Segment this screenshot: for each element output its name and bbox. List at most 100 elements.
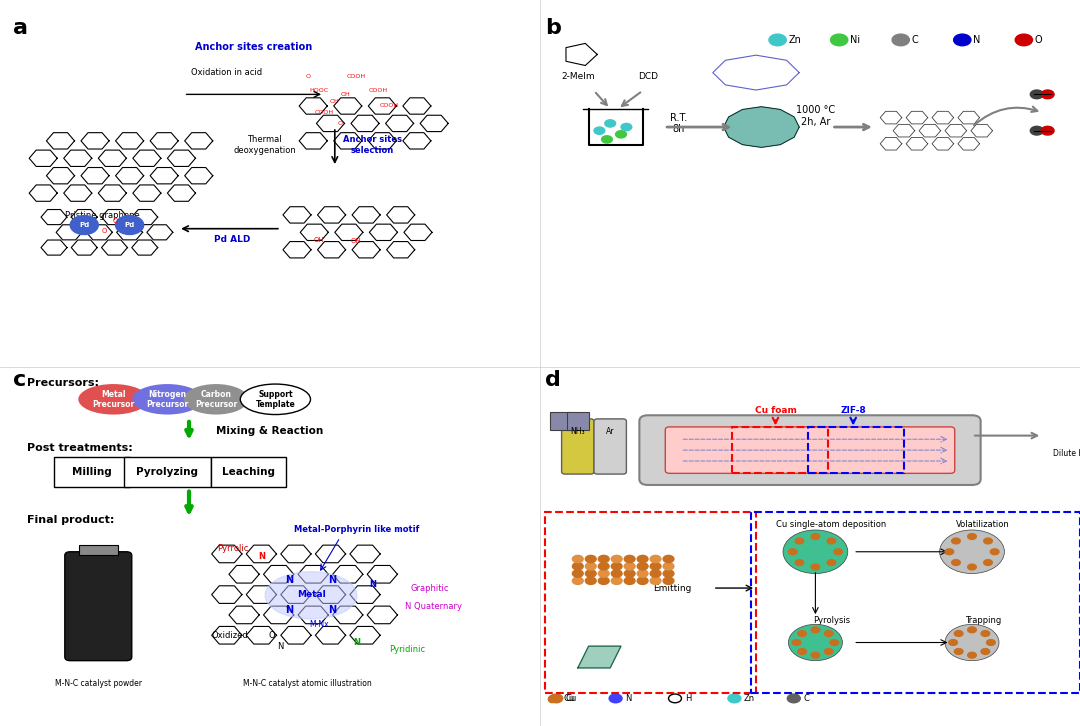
FancyBboxPatch shape	[65, 552, 132, 661]
Circle shape	[669, 694, 681, 703]
Circle shape	[827, 560, 836, 566]
Text: Anchor sites creation: Anchor sites creation	[195, 42, 312, 52]
Text: OH: OH	[313, 237, 324, 242]
Text: N: N	[285, 575, 294, 585]
Ellipse shape	[78, 384, 149, 415]
Text: Oxidized: Oxidized	[212, 631, 248, 640]
Circle shape	[616, 131, 626, 138]
Circle shape	[798, 648, 807, 654]
Text: R.T.
8h: R.T. 8h	[670, 113, 687, 134]
Text: Pyrolyzing: Pyrolyzing	[136, 467, 199, 477]
Ellipse shape	[184, 384, 248, 415]
Circle shape	[951, 560, 960, 566]
Text: 2-MeIm: 2-MeIm	[561, 72, 595, 81]
Circle shape	[968, 627, 976, 632]
Circle shape	[788, 549, 797, 555]
Text: ●: ●	[545, 693, 556, 703]
Circle shape	[1015, 34, 1032, 46]
Text: ZIF-8: ZIF-8	[840, 407, 866, 415]
Text: Pyrolysis: Pyrolysis	[813, 616, 850, 625]
Text: N: N	[328, 575, 337, 585]
Circle shape	[955, 648, 963, 654]
Circle shape	[650, 577, 661, 584]
Circle shape	[892, 34, 909, 46]
Circle shape	[624, 563, 635, 570]
Circle shape	[585, 563, 596, 570]
Circle shape	[831, 34, 848, 46]
Text: Metal-Porphyrin like motif: Metal-Porphyrin like motif	[294, 526, 419, 534]
Circle shape	[987, 640, 996, 645]
Circle shape	[611, 570, 622, 577]
Circle shape	[811, 652, 820, 658]
Text: O: O	[1035, 35, 1042, 45]
Circle shape	[663, 570, 674, 577]
Text: Volatilization: Volatilization	[956, 520, 1010, 529]
Text: M-N-C catalyst atomic illustration: M-N-C catalyst atomic illustration	[243, 679, 373, 688]
Circle shape	[621, 123, 632, 131]
Text: Milling: Milling	[72, 467, 111, 477]
Text: Zn: Zn	[788, 35, 801, 45]
Circle shape	[585, 555, 596, 563]
Text: Anchor sites
selection: Anchor sites selection	[343, 136, 402, 155]
Text: Thermal
deoxygenation: Thermal deoxygenation	[233, 136, 296, 155]
Text: COOH: COOH	[368, 89, 388, 93]
Circle shape	[572, 570, 583, 577]
Text: OH: OH	[351, 238, 362, 244]
Circle shape	[788, 624, 842, 661]
Circle shape	[637, 570, 648, 577]
Circle shape	[951, 538, 960, 544]
Text: Metal: Metal	[297, 590, 325, 599]
Circle shape	[968, 534, 976, 539]
Ellipse shape	[240, 384, 311, 415]
Text: Cu single-atom deposition: Cu single-atom deposition	[777, 520, 887, 529]
Circle shape	[550, 694, 563, 703]
Circle shape	[116, 216, 144, 234]
Text: b: b	[545, 18, 562, 38]
Text: a: a	[13, 18, 28, 38]
Circle shape	[650, 555, 661, 563]
Circle shape	[624, 577, 635, 584]
Circle shape	[787, 694, 800, 703]
Circle shape	[940, 530, 1004, 574]
Text: Precursors:: Precursors:	[27, 378, 99, 388]
FancyBboxPatch shape	[54, 457, 130, 487]
Text: OH: OH	[329, 99, 340, 104]
Circle shape	[609, 694, 622, 703]
Circle shape	[1041, 126, 1054, 135]
Circle shape	[954, 34, 971, 46]
Circle shape	[783, 530, 848, 574]
Circle shape	[968, 652, 976, 658]
Circle shape	[990, 549, 999, 555]
Circle shape	[811, 534, 820, 539]
Text: Pd: Pd	[79, 222, 90, 228]
Circle shape	[598, 555, 609, 563]
Circle shape	[585, 577, 596, 584]
Text: Mixing & Reaction: Mixing & Reaction	[216, 425, 323, 436]
Text: Cu foam: Cu foam	[755, 407, 796, 415]
Circle shape	[598, 577, 609, 584]
FancyBboxPatch shape	[567, 412, 589, 430]
Text: Metal
Precursor: Metal Precursor	[92, 390, 135, 409]
Text: O: O	[306, 74, 310, 78]
Circle shape	[624, 570, 635, 577]
Circle shape	[637, 577, 648, 584]
Text: Oxidation in acid: Oxidation in acid	[191, 68, 262, 77]
Circle shape	[598, 563, 609, 570]
Text: Nitrogen
Precursor: Nitrogen Precursor	[146, 390, 189, 409]
Text: Dilute H₂SO₄: Dilute H₂SO₄	[1053, 449, 1080, 458]
Text: O: O	[338, 121, 342, 126]
Circle shape	[572, 577, 583, 584]
Text: Ar: Ar	[606, 428, 615, 436]
Text: DCD: DCD	[638, 72, 658, 81]
Text: N Quaternary: N Quaternary	[405, 602, 462, 611]
FancyBboxPatch shape	[211, 457, 286, 487]
Ellipse shape	[266, 572, 356, 619]
Circle shape	[611, 577, 622, 584]
Text: M-N-C catalyst powder: M-N-C catalyst powder	[55, 679, 141, 688]
Text: M-Nx: M-Nx	[309, 620, 328, 629]
Text: O: O	[103, 228, 107, 234]
Circle shape	[602, 136, 612, 143]
Circle shape	[605, 120, 616, 127]
Text: C: C	[804, 694, 809, 703]
Circle shape	[637, 563, 648, 570]
